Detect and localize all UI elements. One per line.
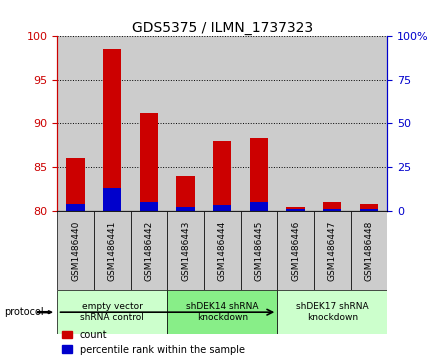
Text: GSM1486445: GSM1486445 bbox=[254, 220, 264, 281]
FancyBboxPatch shape bbox=[277, 290, 387, 334]
Legend: count, percentile rank within the sample: count, percentile rank within the sample bbox=[62, 330, 245, 355]
FancyBboxPatch shape bbox=[167, 211, 204, 290]
Bar bbox=[204, 36, 241, 211]
Text: shDEK17 shRNA
knockdown: shDEK17 shRNA knockdown bbox=[296, 302, 369, 322]
Bar bbox=[314, 36, 351, 211]
FancyBboxPatch shape bbox=[57, 290, 167, 334]
FancyBboxPatch shape bbox=[167, 290, 277, 334]
Bar bbox=[176, 176, 195, 211]
FancyBboxPatch shape bbox=[204, 211, 241, 290]
Text: GSM1486447: GSM1486447 bbox=[328, 220, 337, 281]
FancyBboxPatch shape bbox=[131, 211, 167, 290]
Bar bbox=[167, 36, 204, 211]
Text: GSM1486446: GSM1486446 bbox=[291, 220, 300, 281]
Bar bbox=[57, 36, 94, 211]
Bar bbox=[94, 36, 131, 211]
Text: GSM1486442: GSM1486442 bbox=[144, 220, 154, 281]
Text: empty vector
shRNA control: empty vector shRNA control bbox=[80, 302, 144, 322]
Bar bbox=[103, 188, 121, 211]
Bar bbox=[213, 141, 231, 211]
Bar bbox=[277, 36, 314, 211]
Bar bbox=[103, 49, 121, 211]
Bar bbox=[66, 204, 85, 211]
Bar bbox=[176, 207, 195, 211]
Bar bbox=[250, 202, 268, 211]
FancyBboxPatch shape bbox=[241, 211, 277, 290]
Text: shDEK14 shRNA
knockdown: shDEK14 shRNA knockdown bbox=[186, 302, 258, 322]
FancyBboxPatch shape bbox=[57, 211, 94, 290]
FancyBboxPatch shape bbox=[277, 211, 314, 290]
Bar bbox=[140, 113, 158, 211]
Bar bbox=[241, 36, 277, 211]
Text: protocol: protocol bbox=[4, 307, 44, 317]
Bar bbox=[131, 36, 167, 211]
Bar bbox=[213, 205, 231, 211]
Bar bbox=[360, 204, 378, 211]
Bar bbox=[286, 209, 305, 211]
Bar bbox=[351, 36, 387, 211]
Bar bbox=[66, 158, 85, 211]
Bar bbox=[140, 202, 158, 211]
Text: GSM1486444: GSM1486444 bbox=[218, 220, 227, 281]
Text: GSM1486441: GSM1486441 bbox=[108, 220, 117, 281]
FancyBboxPatch shape bbox=[314, 211, 351, 290]
Bar bbox=[323, 209, 341, 211]
Bar bbox=[250, 138, 268, 211]
FancyBboxPatch shape bbox=[351, 211, 387, 290]
Title: GDS5375 / ILMN_1737323: GDS5375 / ILMN_1737323 bbox=[132, 21, 313, 35]
Bar bbox=[323, 202, 341, 211]
Text: GSM1486448: GSM1486448 bbox=[364, 220, 374, 281]
Bar bbox=[360, 209, 378, 211]
Text: GSM1486440: GSM1486440 bbox=[71, 220, 80, 281]
FancyBboxPatch shape bbox=[94, 211, 131, 290]
Bar bbox=[286, 207, 305, 211]
Text: GSM1486443: GSM1486443 bbox=[181, 220, 190, 281]
